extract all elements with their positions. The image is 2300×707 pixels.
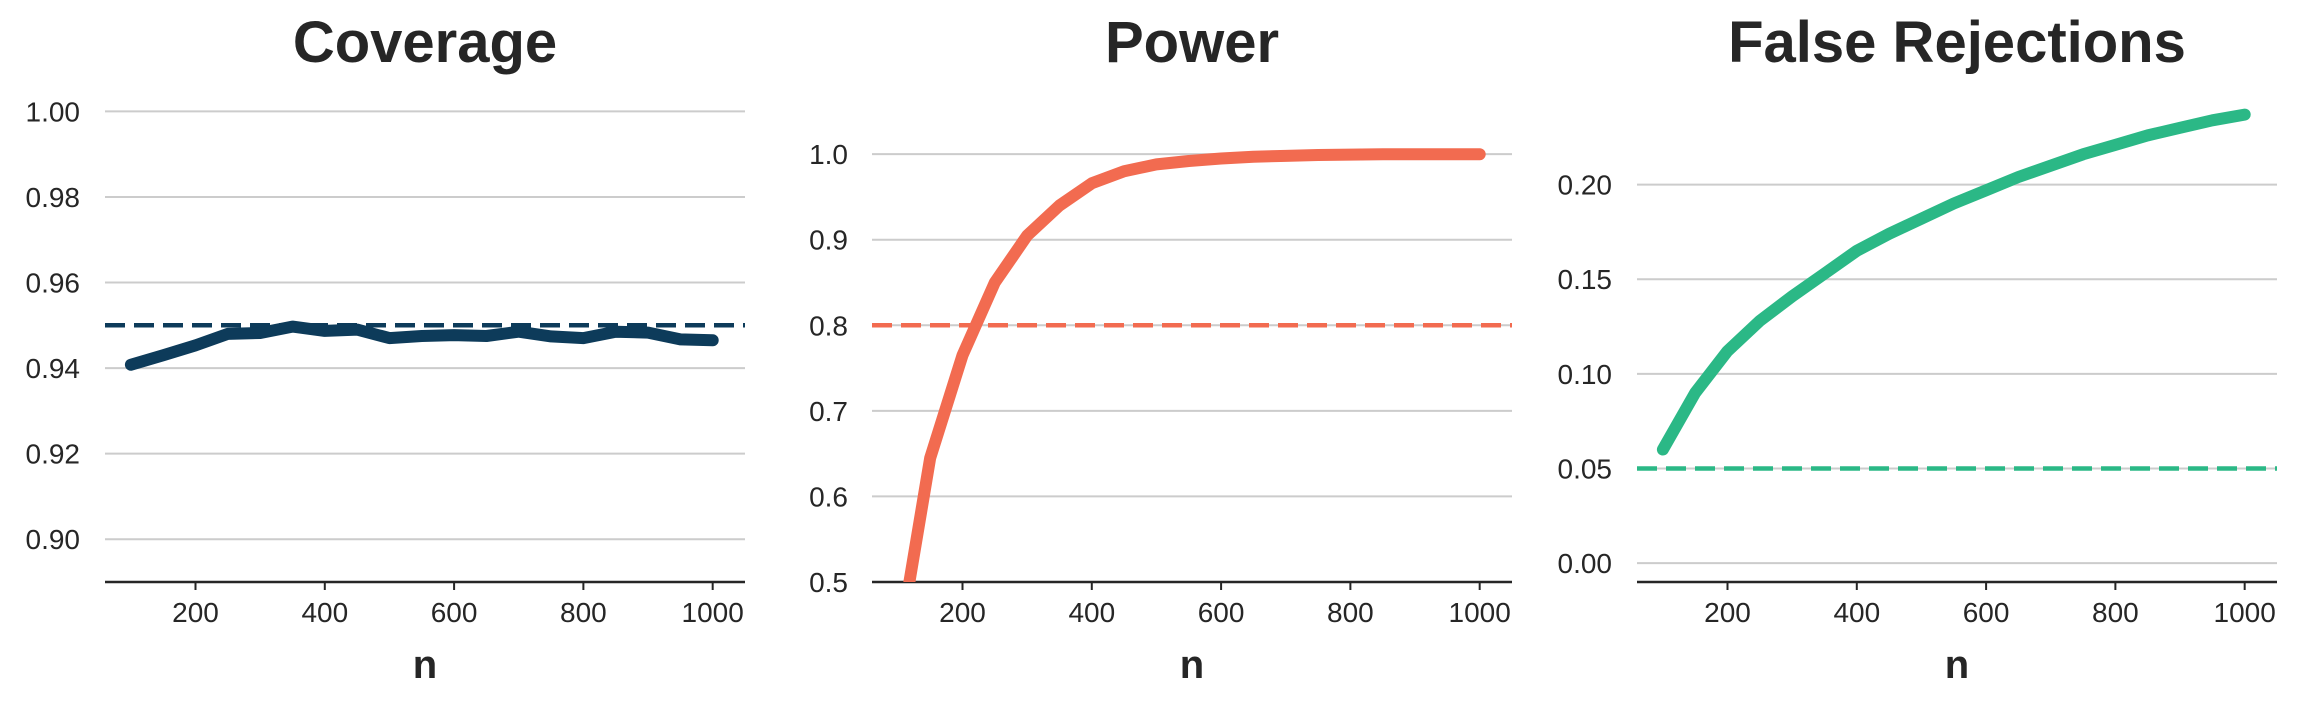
y-tick-label: 0.10 bbox=[1558, 359, 1613, 390]
y-tick-label: 1.0 bbox=[809, 139, 848, 170]
y-tick-label: 0.98 bbox=[26, 182, 81, 213]
x-tick-label: 800 bbox=[1327, 597, 1374, 628]
y-tick-label: 0.05 bbox=[1558, 453, 1613, 484]
y-tick-label: 0.9 bbox=[809, 225, 848, 256]
x-tick-label: 400 bbox=[301, 597, 348, 628]
y-tick-label: 0.94 bbox=[26, 353, 81, 384]
x-tick-label: 800 bbox=[560, 597, 607, 628]
panel-coverage: Coverage n 0.90 0.92 0.94 0.96 0.98 1.00 200 40… bbox=[26, 10, 745, 687]
x-tick-label: 400 bbox=[1068, 597, 1115, 628]
x-tick-label: 600 bbox=[1198, 597, 1245, 628]
x-tick-label: 200 bbox=[172, 597, 219, 628]
y-tick-label: 0.92 bbox=[26, 439, 81, 470]
y-tick-label: 0.6 bbox=[809, 481, 848, 512]
x-axis-label: n bbox=[1945, 643, 1969, 687]
y-tick-label: 0.96 bbox=[26, 268, 81, 299]
y-tick-label: 0.5 bbox=[809, 567, 848, 598]
y-tick-label: 0.8 bbox=[809, 310, 848, 341]
x-tick-label: 1000 bbox=[682, 597, 744, 628]
panel-title: Power bbox=[1105, 10, 1279, 75]
series-line bbox=[1656, 108, 2251, 456]
y-tick-label: 0.7 bbox=[809, 396, 848, 427]
x-axis-label: n bbox=[413, 643, 437, 687]
x-tick-label: 600 bbox=[431, 597, 478, 628]
x-tick-label: 400 bbox=[1833, 597, 1880, 628]
y-tick-label: 0.15 bbox=[1558, 264, 1613, 295]
x-tick-label: 1000 bbox=[2214, 597, 2276, 628]
panel-title: Coverage bbox=[293, 10, 557, 75]
panel-false-rejections: False Rejections n 0.00 0.05 0.10 0.15 0.20 2… bbox=[1558, 10, 2277, 687]
y-tick-label: 0.90 bbox=[26, 524, 81, 555]
x-tick-label: 800 bbox=[2092, 597, 2139, 628]
panel-power: Power n 0.5 0.6 0.7 0.8 0.9 1.0 200 400 600 800 10… bbox=[809, 10, 1512, 687]
x-tick-label: 600 bbox=[1963, 597, 2010, 628]
x-tick-label: 200 bbox=[939, 597, 986, 628]
series-line bbox=[124, 320, 719, 371]
y-tick-label: 0.20 bbox=[1558, 170, 1613, 201]
series-line bbox=[903, 148, 1486, 582]
panel-title: False Rejections bbox=[1728, 10, 2186, 75]
x-tick-label: 1000 bbox=[1449, 597, 1511, 628]
y-tick-label: 1.00 bbox=[26, 96, 81, 127]
y-tick-label: 0.00 bbox=[1558, 548, 1613, 579]
x-tick-label: 200 bbox=[1704, 597, 1751, 628]
x-axis-label: n bbox=[1180, 643, 1204, 687]
